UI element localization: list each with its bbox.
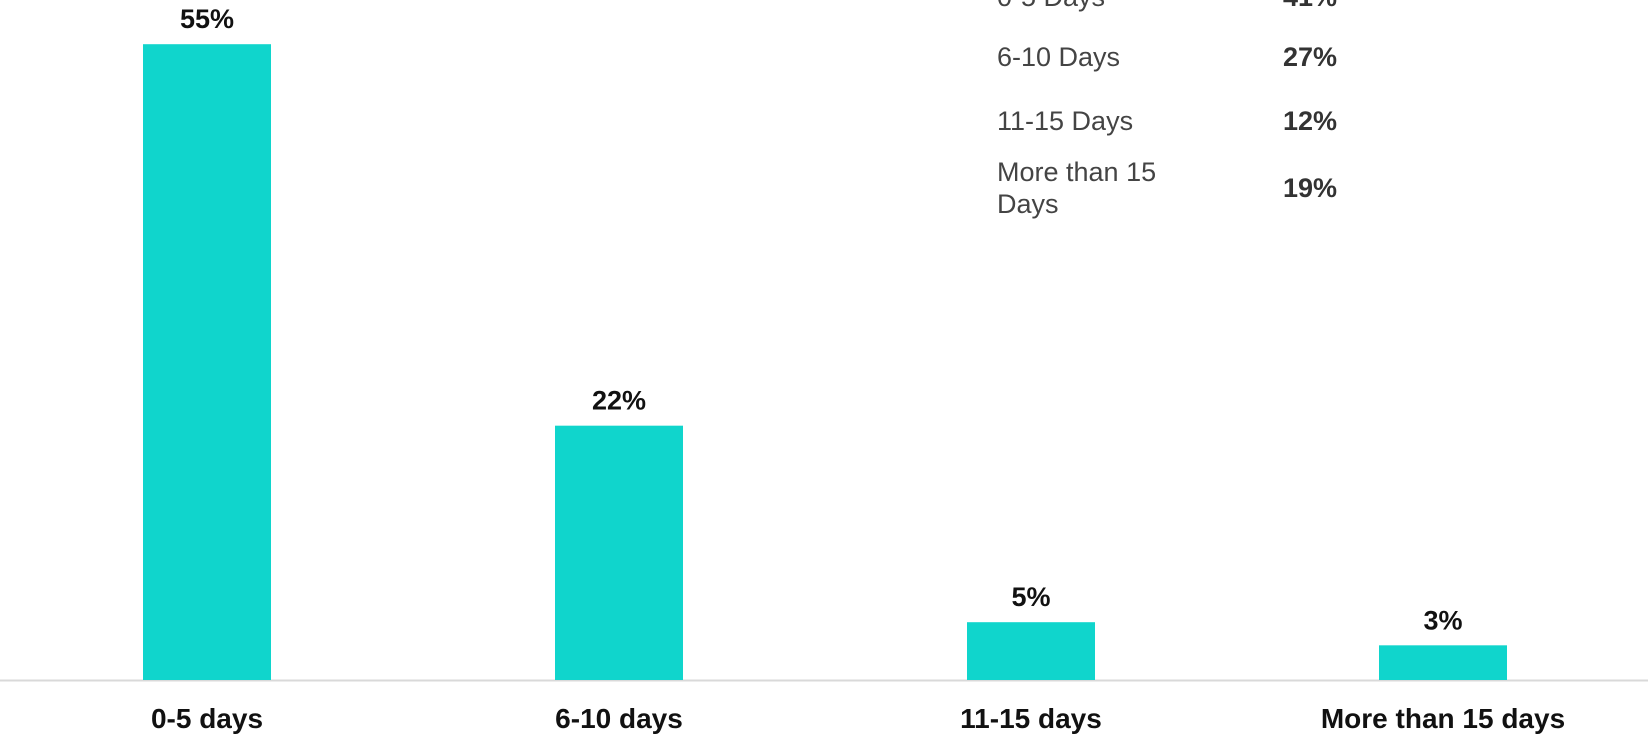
row-value: 19%	[1283, 173, 1338, 203]
bar	[967, 622, 1095, 680]
row-label: More than 15 Days	[997, 157, 1157, 219]
row-label: 6-10 Days	[997, 42, 1121, 72]
value-label: 22%	[592, 386, 646, 416]
value-label: 55%	[180, 4, 234, 34]
bar	[1379, 645, 1507, 680]
x-tick-label: 6-10 days	[555, 703, 683, 734]
value-label: 5%	[1011, 582, 1050, 612]
bar	[143, 44, 271, 680]
row-value: 12%	[1283, 106, 1338, 136]
row-value: 27%	[1283, 42, 1338, 72]
value-label: 3%	[1423, 605, 1462, 635]
x-tick-label: 0-5 days	[151, 703, 263, 734]
x-tick-label: More than 15 days	[1321, 703, 1565, 734]
row-label: 11-15 Days	[997, 106, 1134, 136]
bar	[555, 425, 683, 680]
row-label: 0-5 Days	[997, 0, 1182, 13]
x-tick-label: 11-15 days	[960, 703, 1102, 734]
row-value: 41%	[1283, 0, 1337, 13]
